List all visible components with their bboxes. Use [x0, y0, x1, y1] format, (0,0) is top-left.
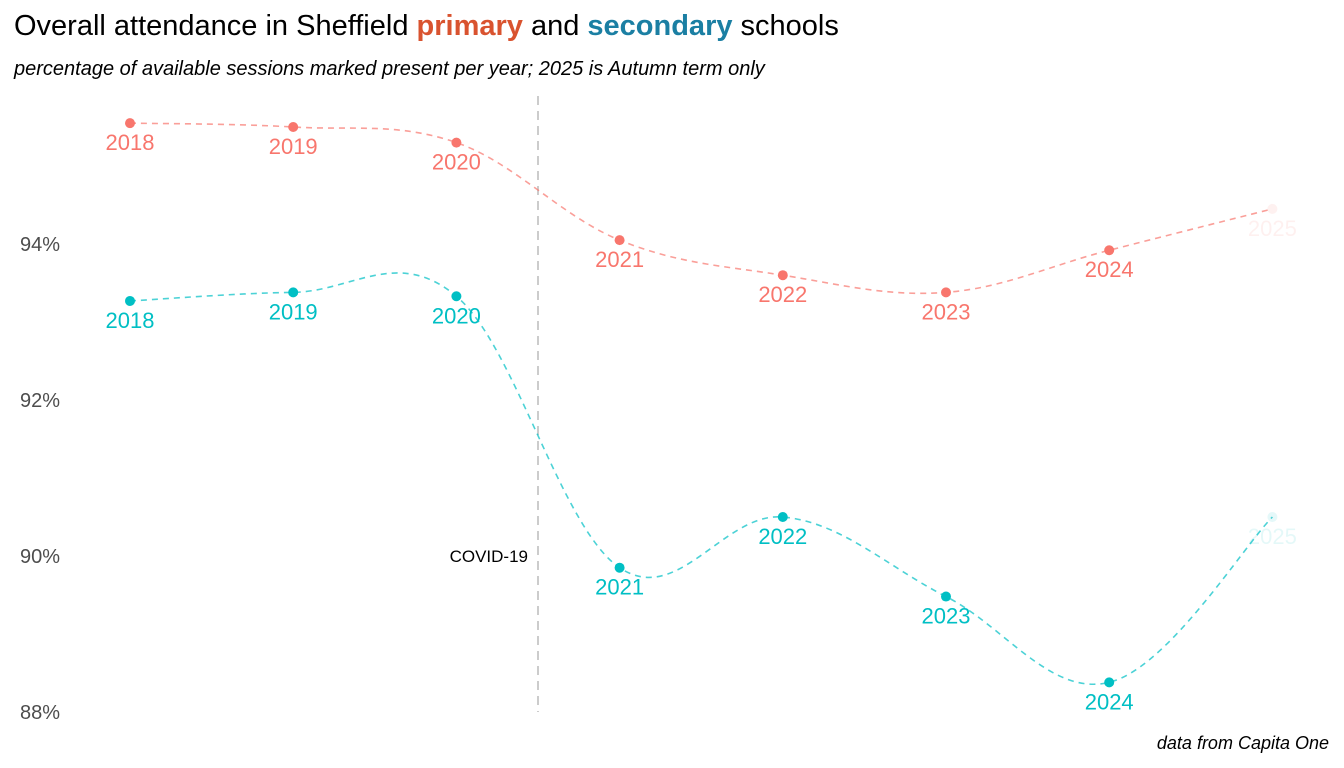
chart-title: Overall attendance in Sheffield primary … [14, 10, 839, 43]
y-tick-label: 88% [20, 702, 60, 724]
secondary-point-2020 [451, 291, 462, 302]
secondary-point-label-2022: 2022 [758, 524, 807, 549]
primary-point-2020 [451, 137, 462, 148]
primary-point-label-2018: 2018 [106, 130, 155, 155]
title-secondary-word: secondary [587, 10, 733, 42]
primary-point-label-2023: 2023 [922, 299, 971, 324]
secondary-point-label-2020: 2020 [432, 303, 481, 328]
secondary-point-2019 [288, 287, 299, 298]
secondary-point-label-2023: 2023 [922, 604, 971, 629]
secondary-point-2023 [941, 591, 951, 602]
primary-point-2019 [288, 122, 299, 132]
primary-point-label-2025: 2025 [1248, 216, 1297, 241]
secondary-point-2022 [777, 512, 788, 522]
primary-point-label-2024: 2024 [1085, 257, 1134, 282]
primary-point-label-2021: 2021 [595, 247, 644, 272]
secondary-point-2018 [125, 295, 135, 306]
primary-point-2023 [941, 287, 951, 298]
y-tick-label: 90% [20, 546, 60, 568]
primary-point-label-2020: 2020 [432, 150, 481, 175]
title-primary-word: primary [416, 10, 523, 42]
y-tick-label: 92% [20, 390, 60, 412]
secondary-point-label-2019: 2019 [269, 299, 318, 324]
y-tick-label: 94% [20, 234, 60, 256]
secondary-point-label-2024: 2024 [1085, 689, 1134, 714]
primary-point-label-2019: 2019 [269, 134, 318, 159]
secondary-point-2024 [1104, 677, 1115, 688]
primary-point-2021 [614, 235, 625, 246]
secondary-point-label-2025: 2025 [1248, 524, 1297, 549]
title-prefix: Overall attendance in Sheffield [14, 10, 417, 42]
title-suffix: schools [732, 10, 839, 42]
chart-subtitle: percentage of available sessions marked … [14, 58, 765, 80]
primary-point-2024 [1104, 245, 1115, 256]
secondary-point-label-2018: 2018 [106, 308, 155, 333]
primary-point-2022 [777, 270, 788, 281]
covid-annotation-label: COVID-19 [450, 547, 528, 566]
secondary-series-line [129, 272, 1273, 685]
secondary-point-2021 [614, 562, 625, 573]
secondary-point-2025 [1267, 512, 1278, 522]
secondary-point-label-2021: 2021 [595, 575, 644, 600]
chart-caption: data from Capita One [1156, 733, 1329, 753]
primary-point-2018 [125, 118, 135, 129]
primary-point-label-2022: 2022 [758, 282, 807, 307]
primary-point-2025 [1267, 203, 1278, 214]
title-middle: and [522, 10, 588, 42]
primary-series-line [129, 122, 1273, 295]
